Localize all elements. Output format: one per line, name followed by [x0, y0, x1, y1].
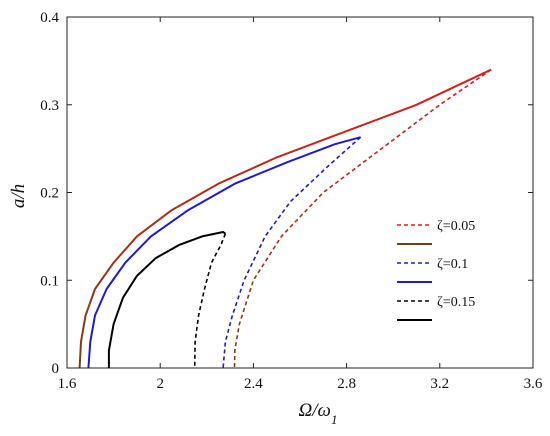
curve-zeta-0.1-unstable	[222, 136, 362, 369]
curve-zeta-0.15-unstable	[193, 233, 227, 369]
x-axis-label-main: Ω/ω	[299, 400, 331, 421]
y-tick-label: 0.4	[40, 10, 59, 26]
axes	[66, 16, 534, 369]
legend: ζ=0.05 ζ=0.1 ζ=0.15	[397, 219, 475, 321]
y-tick-label: 0.3	[40, 98, 59, 114]
x-tick-label: 3.6	[524, 376, 543, 392]
legend-label-1: ζ=0.05	[437, 219, 475, 234]
x-tick-label: 2.4	[244, 376, 263, 392]
y-tick-label: 0.1	[40, 273, 59, 289]
curve-zeta-0.05-stable	[78, 68, 492, 369]
y-tick-label: 0	[52, 361, 60, 377]
plot-curves	[78, 68, 492, 369]
tick-labels: 1.6 2 2.4 2.8 3.2 3.6 0 0.1 0.2 0.3 0.4	[40, 10, 543, 392]
y-tick-label: 0.2	[40, 186, 59, 202]
x-tick-label: 2	[156, 376, 164, 392]
x-axis-label: Ω/ω1	[299, 400, 338, 427]
x-axis-label-subscript: 1	[331, 412, 338, 427]
legend-label-5: ζ=0.15	[437, 295, 475, 310]
y-axis-label: a/h	[8, 184, 29, 208]
curve-zeta-0.1-stable	[87, 136, 361, 369]
curve-zeta-0.15-stable	[107, 231, 226, 368]
x-tick-label: 1.6	[58, 376, 77, 392]
legend-label-3: ζ=0.1	[437, 257, 468, 272]
x-tick-label: 2.8	[337, 376, 356, 392]
curve-zeta-0.05-unstable	[233, 69, 492, 369]
x-tick-label: 3.2	[430, 376, 449, 392]
